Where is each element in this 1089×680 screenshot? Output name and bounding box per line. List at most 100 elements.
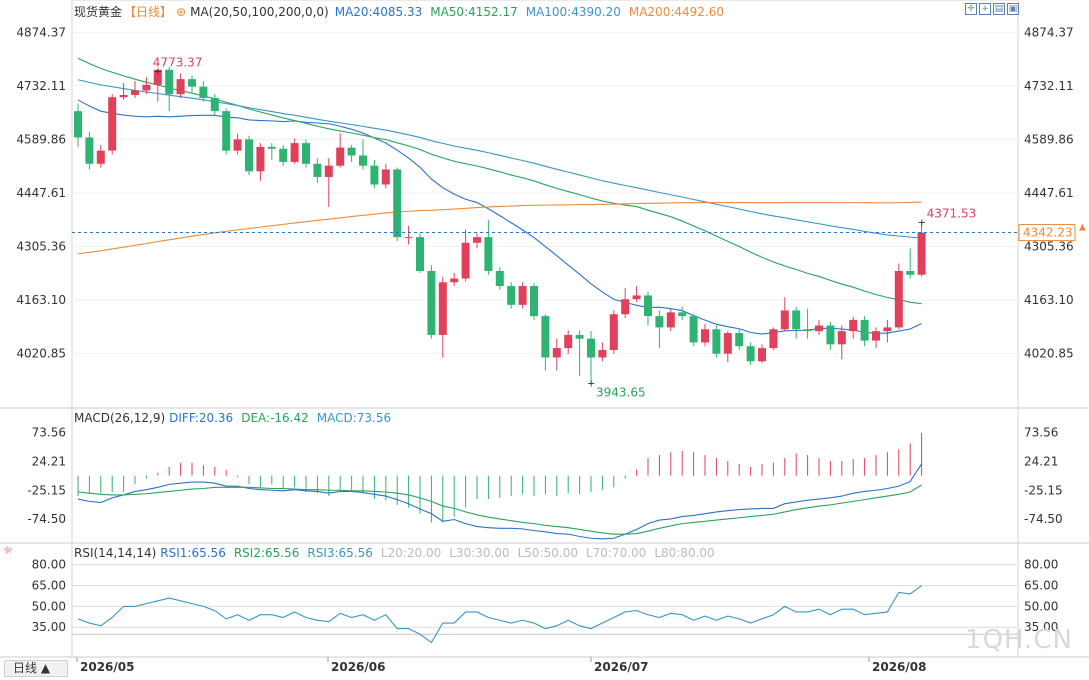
x-tick-label: 2026/08 <box>872 660 926 674</box>
candle-body <box>279 148 288 162</box>
candle-body <box>119 94 128 98</box>
x-tick-label: 2026/05 <box>80 660 134 674</box>
candle-body <box>313 163 322 177</box>
ma20-line <box>77 99 922 335</box>
y-tick-label-right: 4732.11 <box>1024 79 1074 93</box>
crosshair-icon[interactable]: ✛ <box>965 3 977 15</box>
candle-body <box>267 146 276 149</box>
period-selector-button[interactable]: 日线 ▲ <box>4 660 68 677</box>
instrument-name: 现货黄金 <box>74 5 123 19</box>
macd-title: MACD(26,12,9) <box>74 411 166 425</box>
candle-body <box>404 237 413 239</box>
x-tick-label: 2026/06 <box>331 660 385 674</box>
rsi-line <box>77 585 922 644</box>
candle-body <box>176 79 185 95</box>
rsi-value-7: L80:80.00 <box>654 546 715 560</box>
candle-body <box>495 270 504 287</box>
candle-body <box>518 286 527 305</box>
rsi-value-0: RSI1:65.56 <box>160 546 226 560</box>
candle-body <box>370 165 379 185</box>
marker-cross: + <box>154 66 162 77</box>
candle-body <box>336 147 345 166</box>
last-high-annotation: 4371.53 <box>927 207 977 221</box>
rsi-value-4: L30:30.00 <box>449 546 510 560</box>
rsi-gear-icon: ☼ <box>3 544 13 557</box>
candle-body <box>780 310 789 330</box>
candle-body <box>302 143 310 164</box>
candle-body <box>461 242 470 279</box>
zoom-in-icon[interactable]: + <box>979 3 991 15</box>
rsi-header: RSI(14,14,14) RSI1:65.56 RSI2:65.56 RSI3:65… <box>74 545 731 561</box>
candle-body <box>473 237 481 243</box>
candle-body <box>324 165 333 177</box>
candle-body <box>153 69 162 85</box>
macd-tick-label-right: -25.15 <box>1024 483 1063 497</box>
candle-body <box>837 331 846 345</box>
rsi-value-1: RSI2:65.56 <box>233 546 300 560</box>
rsi-tick-label-right: 65.00 <box>1024 579 1058 593</box>
candle-body <box>826 325 835 345</box>
candle-body <box>381 169 390 185</box>
candle-body <box>701 329 709 343</box>
candle-body <box>906 270 915 275</box>
macd-tick-label-left: 73.56 <box>32 426 66 440</box>
candle-body <box>678 312 687 317</box>
candle-body <box>359 155 367 166</box>
candle-body <box>74 111 82 138</box>
candle-body <box>712 329 721 354</box>
y-tick-label-left: 4732.11 <box>16 79 66 93</box>
ma-value-3: MA200:4492.60 <box>628 5 724 19</box>
macd-tick-label-right: -74.50 <box>1024 512 1063 526</box>
layout-icon[interactable]: ▤ <box>993 3 1005 15</box>
candle-body <box>735 333 744 347</box>
current-price-box <box>1018 224 1076 242</box>
candle-body <box>450 278 459 283</box>
candle-body <box>792 310 801 330</box>
expand-icon[interactable]: ▣ <box>1007 3 1019 15</box>
y-tick-label-right: 4305.36 <box>1024 239 1074 253</box>
rsi-value-2: RSI3:65.56 <box>307 546 373 560</box>
y-tick-label-left: 4305.36 <box>16 239 66 253</box>
settings-icon[interactable]: ⊕ <box>176 5 187 19</box>
candle-body <box>758 348 766 362</box>
candle-body <box>655 316 664 328</box>
candle-body <box>507 286 516 305</box>
candle-body <box>484 237 493 271</box>
y-tick-label-left: 4163.10 <box>16 293 66 307</box>
candle-body <box>393 169 402 238</box>
candle-body <box>575 334 584 339</box>
macd-tick-label-right: 73.56 <box>1024 426 1058 440</box>
candle-body <box>621 299 630 315</box>
candle-body <box>131 90 139 95</box>
period-tag: 【日线】 <box>124 5 173 19</box>
rsi-tick-label-right: 50.00 <box>1024 599 1058 613</box>
macd-tick-label-left: -25.15 <box>27 483 66 497</box>
candle-body <box>188 79 196 87</box>
candle-body <box>632 295 641 300</box>
ma-value-2: MA100:4390.20 <box>525 5 621 19</box>
candle-body <box>290 143 299 162</box>
rsi-title: RSI(14,14,14) <box>74 546 157 560</box>
candle-body <box>609 314 618 350</box>
marker-cross: + <box>918 218 926 229</box>
candle-body <box>587 338 595 358</box>
x-tick-label: 2026/07 <box>594 660 648 674</box>
chart-toolbar: ✛ + ▤ ▣ <box>965 3 1019 15</box>
candle-body <box>917 232 926 275</box>
candle-body <box>256 146 265 172</box>
rsi-value-5: L50:50.00 <box>517 546 578 560</box>
candle-body <box>644 295 652 317</box>
candle-body <box>438 282 447 335</box>
candle-body <box>210 97 219 112</box>
macd-value-0: DIFF:20.36 <box>169 411 234 425</box>
macd-value-2: MACD:73.56 <box>316 411 392 425</box>
candle-body <box>165 69 174 95</box>
candle-body <box>598 349 607 358</box>
candle-body <box>769 329 778 349</box>
candle-body <box>347 147 356 156</box>
y-tick-label-left: 4020.85 <box>16 346 66 360</box>
candle-body <box>872 331 880 341</box>
rsi-value-3: L20:20.00 <box>380 546 442 560</box>
ma-settings[interactable]: MA(20,50,100,200,0,0) <box>190 5 329 19</box>
